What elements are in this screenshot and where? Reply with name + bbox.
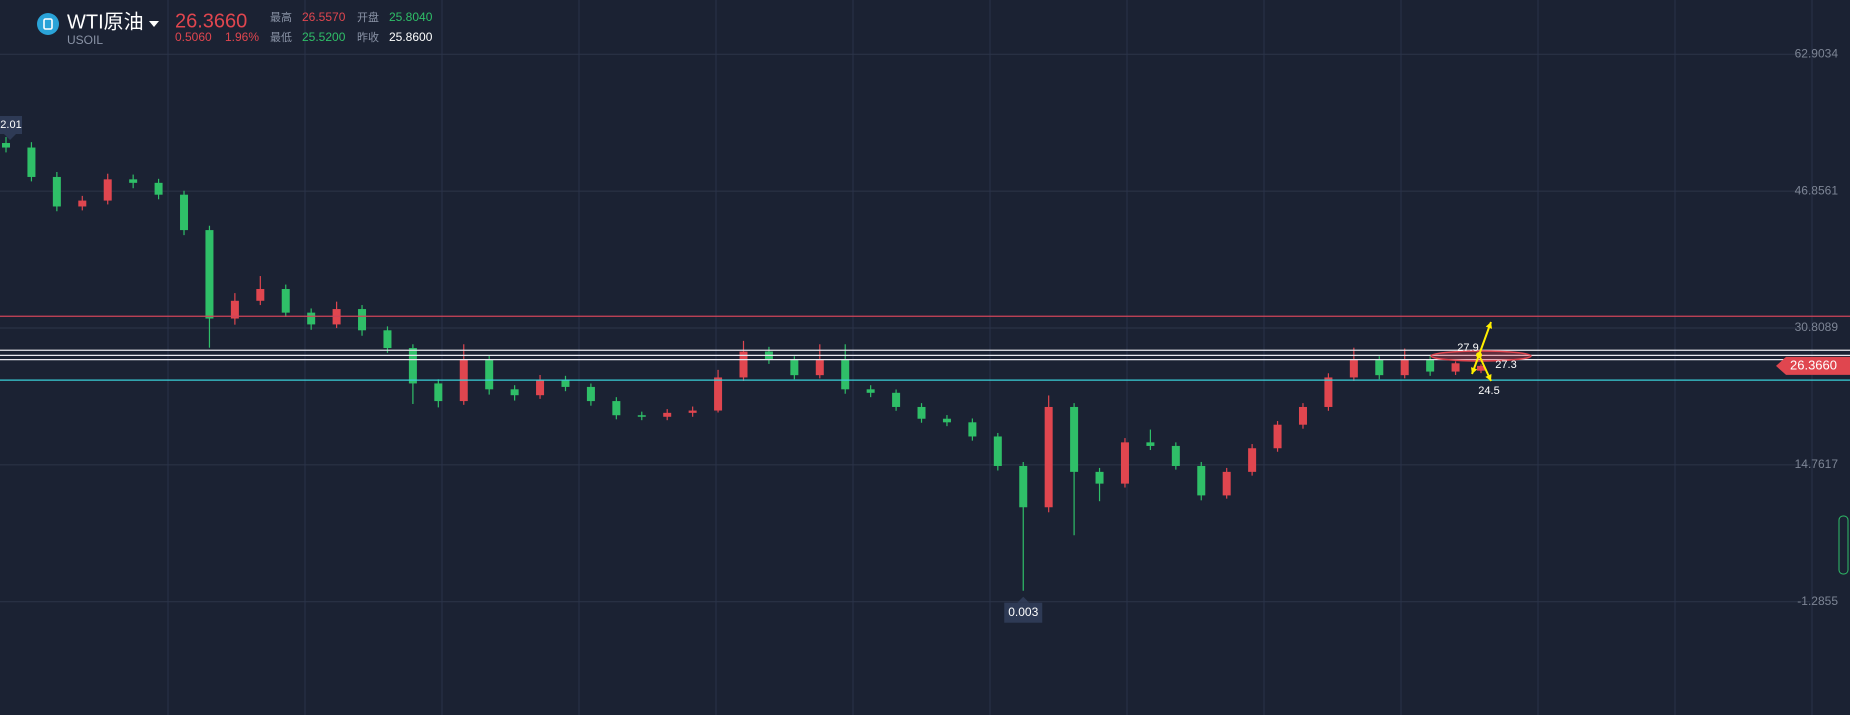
price-change: 0.5060 [175,30,212,44]
candle-body [714,377,723,411]
candle-body [1070,406,1079,472]
arrow-head [1485,322,1493,329]
symbol-title[interactable]: WTI原油 [67,10,144,33]
candle-body [993,436,1002,466]
candle-body [510,389,519,396]
high-label: 最高 [270,10,292,24]
candle-body [485,359,494,390]
arrow-head [1485,374,1492,381]
candle-body [383,330,392,349]
low-value: 25.5200 [302,30,346,44]
high-value: 26.5570 [302,10,346,24]
candle-body [815,359,824,376]
candle-body [663,412,672,417]
candle-body [1044,406,1053,508]
candle-body [154,182,163,195]
prev-close-value: 25.8600 [389,30,433,44]
candle-body [536,379,545,396]
candle-body [561,379,570,387]
candle-body [942,418,951,423]
candle-body [1477,365,1485,371]
candle-body [866,389,875,393]
candle-body [230,300,239,319]
y-tick-label: 30.8089 [1795,320,1839,334]
y-tick-label: 62.9034 [1795,46,1839,60]
candle-body [917,406,926,419]
candle-body [841,359,850,390]
open-value: 25.8040 [389,10,433,24]
candle-body [27,147,36,177]
candle-body [612,401,621,416]
candle-body [52,176,61,207]
scroll-indicator[interactable] [1838,515,1849,575]
anchor-point [1476,352,1482,358]
prev-close-label: 昨收 [357,30,379,44]
candle-body [1426,359,1435,372]
candle-body [103,179,112,201]
candle-body [739,351,748,378]
candle-body [688,410,697,413]
candle-body [2,143,10,148]
y-tick-label: -1.2855 [1797,594,1838,608]
candle-body [1197,465,1206,496]
candle-body [586,386,595,402]
price-change-pct: 1.96% [225,30,259,44]
candle-body [1273,424,1282,449]
price-tag [1776,356,1850,375]
symbol-icon-glyph [43,18,53,30]
candle-body [1451,363,1460,372]
candle-body [1222,471,1231,496]
last-price: 26.3660 [175,10,247,32]
candle-body [307,312,316,325]
y-tick-label: 46.8561 [1795,183,1839,197]
candle-body [408,348,417,384]
candle-body [1120,442,1129,484]
high-marker-label: 2.01 [0,119,21,131]
candle-body [892,392,901,407]
candle-body [281,289,290,313]
drawing-label: 27.3 [1495,359,1516,371]
price-tag-label: 26.3660 [1790,357,1837,372]
candle-body [129,179,138,183]
header[interactable]: WTI原油 USOIL 26.3660 0.5060 1.96% 最高 26.5… [37,10,433,47]
candle-body [1298,406,1307,425]
candle-body [78,200,87,207]
y-tick-label: 14.7617 [1795,457,1839,471]
symbol-code: USOIL [67,33,103,47]
high-marker-box [0,116,22,134]
open-label: 开盘 [357,10,379,24]
candle-body [1019,465,1028,508]
candle-body [1095,471,1104,484]
candle-body [1171,445,1180,466]
candle-body [1324,377,1333,407]
candle-body [358,309,367,331]
candle-body [1146,442,1155,446]
candle-body [1349,359,1358,378]
candle-body [205,230,214,319]
candle-body [790,359,799,376]
candle-body [434,383,443,402]
low-label: 最低 [270,31,292,44]
dropdown-caret[interactable] [149,21,159,27]
candle-body [637,415,646,417]
candle-body [180,194,189,231]
arrow-head [1470,367,1478,374]
low-marker-box [1004,602,1043,623]
symbol-icon [37,13,59,35]
low-marker-pointer [1017,596,1030,603]
candle-body [1400,359,1409,376]
drawing-label: 24.5 [1478,385,1499,397]
plot: -1.2855 14.7617 30.8089 46.8561 62.9034 26.36… [0,46,1850,623]
candle-body [256,289,265,301]
low-marker-label: 0.003 [1008,605,1038,619]
high-marker-pointer [4,134,16,140]
candle-body [1248,448,1257,472]
drawing-label: 27.9 [1457,342,1478,354]
candle-body [1375,359,1384,376]
candle-body [968,422,977,437]
